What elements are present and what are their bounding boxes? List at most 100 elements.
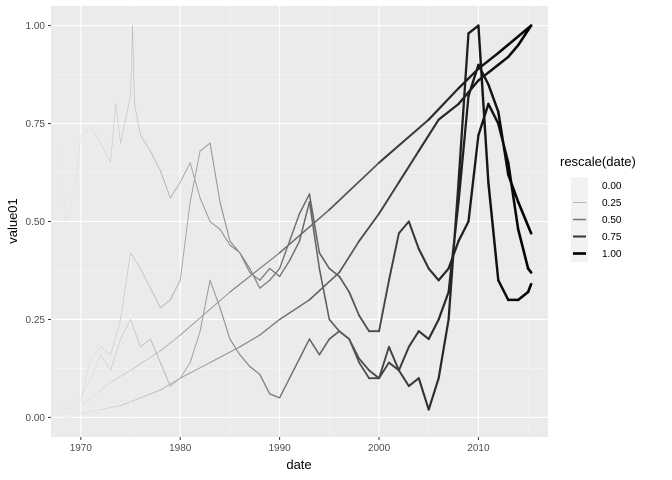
series-segment (259, 267, 271, 281)
series-segment (378, 181, 400, 215)
series-segment (65, 201, 72, 222)
series-segment (516, 24, 533, 47)
series-segment (169, 181, 181, 199)
legend-label: 0.50 (602, 215, 622, 226)
legend-key: 0.25 (571, 194, 622, 211)
series-segment (497, 122, 510, 164)
series-segment (417, 247, 430, 270)
series-segment (328, 318, 341, 333)
series-segment (55, 405, 62, 410)
series-segment (487, 83, 500, 114)
series-segment (209, 279, 221, 309)
series-segment (467, 134, 480, 223)
series-segment (487, 181, 500, 282)
series-segment (150, 287, 161, 309)
series-segment (308, 201, 321, 270)
series-segment (487, 102, 500, 125)
series-segment (120, 95, 131, 144)
legend-key: 0.00 (571, 177, 622, 194)
series-segment (387, 232, 400, 282)
series-segment (368, 369, 380, 380)
series-segment (140, 389, 161, 399)
x-tick-label: 2010 (467, 443, 490, 454)
series-segment (497, 279, 510, 302)
series-segment (150, 150, 161, 171)
legend-title: rescale(date) (560, 154, 636, 169)
series-segment (179, 362, 191, 379)
series-segment (120, 252, 131, 320)
series-segment (179, 291, 231, 336)
series-segment (120, 319, 131, 340)
series-segment (90, 389, 101, 399)
series-segment (219, 201, 231, 242)
series-segment (457, 94, 470, 204)
series-segment (70, 401, 81, 410)
series-segment (134, 103, 141, 136)
series-segment (219, 307, 231, 340)
series-segment (70, 182, 77, 203)
series-segment (387, 361, 400, 372)
x-axis-title: date (286, 457, 311, 472)
series-segment (358, 357, 370, 372)
series-segment (397, 149, 420, 184)
series-segment (427, 318, 440, 341)
series-segment (298, 193, 311, 215)
series-segment (447, 181, 460, 321)
major-gridlines (51, 6, 548, 437)
series-segment (298, 201, 311, 242)
series-segment (308, 271, 341, 301)
series-segment (110, 103, 116, 163)
series-segment (437, 318, 450, 380)
series-segment (348, 338, 361, 364)
series-segment (457, 32, 470, 184)
legend-key: 0.75 (571, 228, 622, 245)
series-segment (407, 330, 420, 348)
series-segment (229, 338, 241, 356)
series-segment (239, 252, 251, 274)
x-tick-label: 1970 (70, 443, 93, 454)
series-segment (189, 330, 201, 364)
series-segment (278, 377, 291, 399)
y-tick-label: 0.00 (26, 413, 46, 424)
series-segment (477, 24, 490, 184)
series-segment (318, 338, 331, 356)
series-segment (249, 271, 261, 281)
series-segment (130, 319, 141, 348)
series-segment (348, 291, 361, 317)
x-axis-ticks: 1970 1980 1990 2000 2010 (70, 437, 490, 454)
series-segment (75, 135, 82, 183)
series-segment (467, 63, 480, 98)
series-segment (100, 381, 111, 391)
series-segment (487, 63, 500, 74)
series-segment (259, 373, 271, 395)
series-segment (80, 127, 91, 136)
series-segment (338, 240, 361, 274)
series-segment (159, 377, 181, 391)
legend-key: 1.00 (571, 245, 622, 262)
series-segment (140, 134, 151, 152)
series-segment (417, 330, 430, 341)
series-segment (110, 370, 131, 383)
series-segment (150, 338, 161, 363)
series-segment (159, 170, 171, 199)
series-lines (55, 24, 533, 418)
series-segment (100, 142, 111, 163)
series-segment (60, 409, 67, 414)
series-line-5 (55, 24, 533, 411)
series-segment (288, 357, 301, 379)
series-segment (179, 362, 211, 379)
series-segment (269, 393, 281, 399)
series-segment (90, 127, 101, 144)
series-segment (189, 150, 201, 203)
series-segment (397, 220, 410, 235)
series-segment (100, 354, 111, 371)
series-segment (159, 362, 171, 387)
y-axis-title: value01 (5, 198, 20, 244)
series-segment (179, 162, 191, 183)
series-segment (209, 346, 241, 364)
series-segment (526, 267, 533, 274)
series-segment (70, 409, 77, 414)
y-axis-ticks: 0.00 0.25 0.50 0.75 1.00 (26, 21, 51, 424)
x-tick-label: 1990 (268, 443, 291, 454)
